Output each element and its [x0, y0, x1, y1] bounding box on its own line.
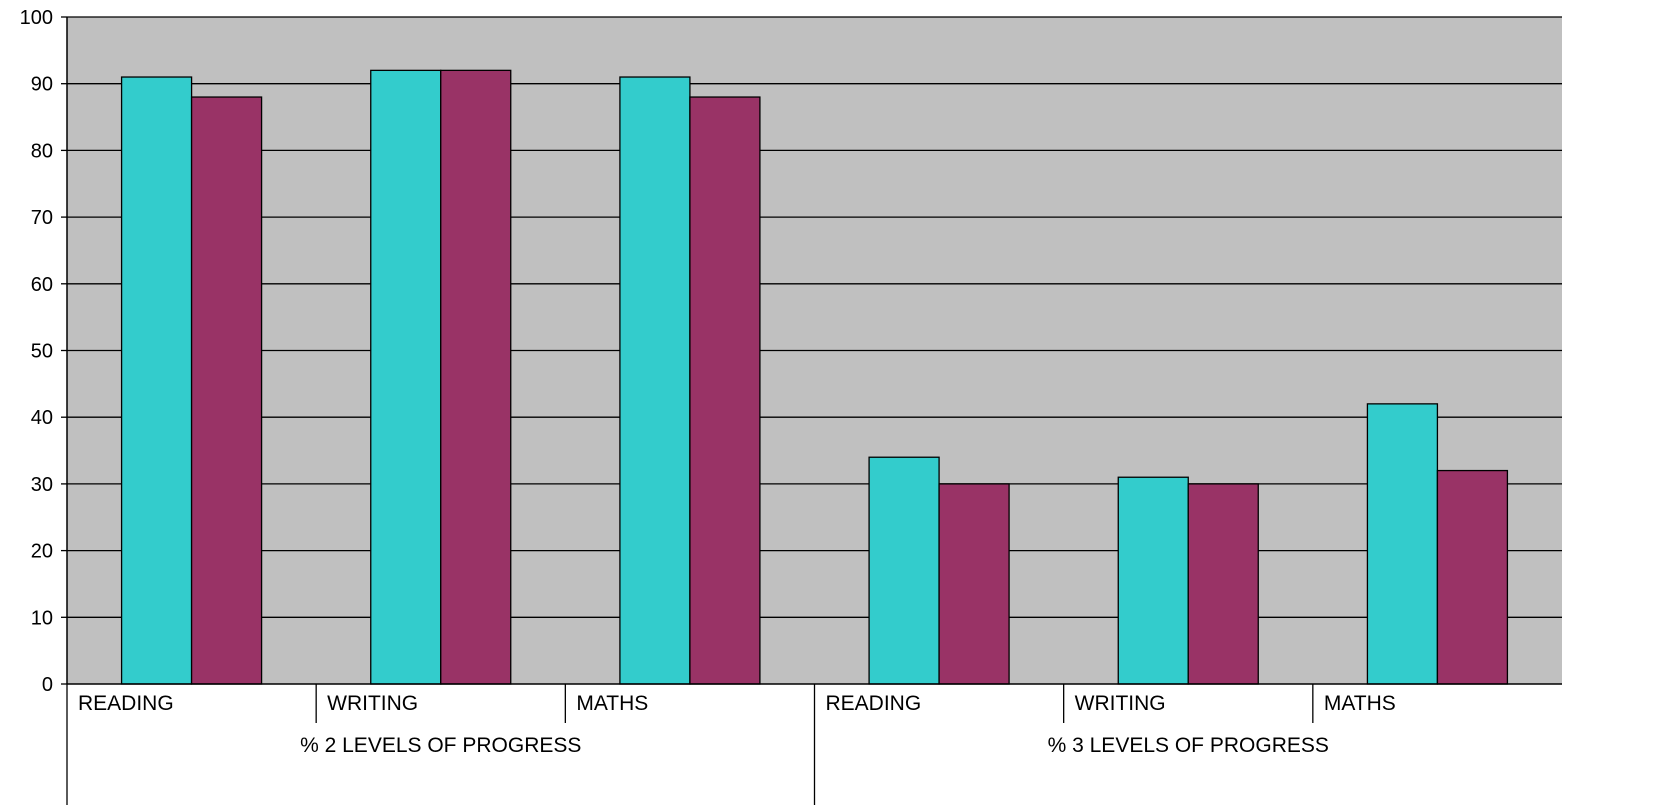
category-labels: READING WRITING MATHS READING WRITING MATHS % …: [66, 684, 1396, 805]
bar-s2-reading: [938, 483, 1010, 685]
y-tick-label: 100: [20, 7, 53, 29]
y-tick-label: 40: [31, 407, 53, 429]
y-tick-label: 60: [31, 274, 53, 296]
category-label-reading: READING: [826, 692, 922, 715]
bar-s2-writing: [1187, 483, 1259, 685]
bar-s2-maths: [1436, 469, 1509, 685]
category-label-maths: MATHS: [1324, 692, 1396, 715]
category-label-writing: WRITING: [327, 692, 418, 715]
bar-s2-writing: [440, 69, 512, 685]
y-tick-label: 90: [31, 74, 53, 96]
y-tick-label: 20: [31, 541, 53, 563]
bar-s1-maths: [1366, 403, 1439, 685]
y-tick-labels: 0 10 20 30 40 50 60 70 80 90 100: [20, 7, 53, 696]
y-tick-label: 80: [31, 140, 53, 162]
category-label-writing: WRITING: [1075, 692, 1166, 715]
group-label: % 3 LEVELS OF PROGRESS: [1048, 734, 1329, 757]
y-tick-label: 0: [42, 674, 53, 696]
bar-s1-reading: [120, 76, 193, 685]
bar-s1-writing: [1117, 476, 1189, 685]
y-tick-label: 50: [31, 341, 53, 363]
bar-s2-reading: [190, 96, 263, 685]
y-tick-label: 10: [31, 607, 53, 629]
y-tick-label: 70: [31, 207, 53, 229]
category-label-reading: READING: [78, 692, 174, 715]
group-label: % 2 LEVELS OF PROGRESS: [300, 734, 581, 757]
bar-s1-reading: [868, 456, 940, 685]
bar-s2-maths: [689, 96, 761, 685]
gridlines: [67, 16, 1562, 618]
bar-s1-maths: [619, 76, 691, 685]
category-label-maths: MATHS: [576, 692, 648, 715]
y-tick-label: 30: [31, 474, 53, 496]
bar-s1-writing: [370, 69, 442, 685]
bars: [120, 69, 1509, 685]
